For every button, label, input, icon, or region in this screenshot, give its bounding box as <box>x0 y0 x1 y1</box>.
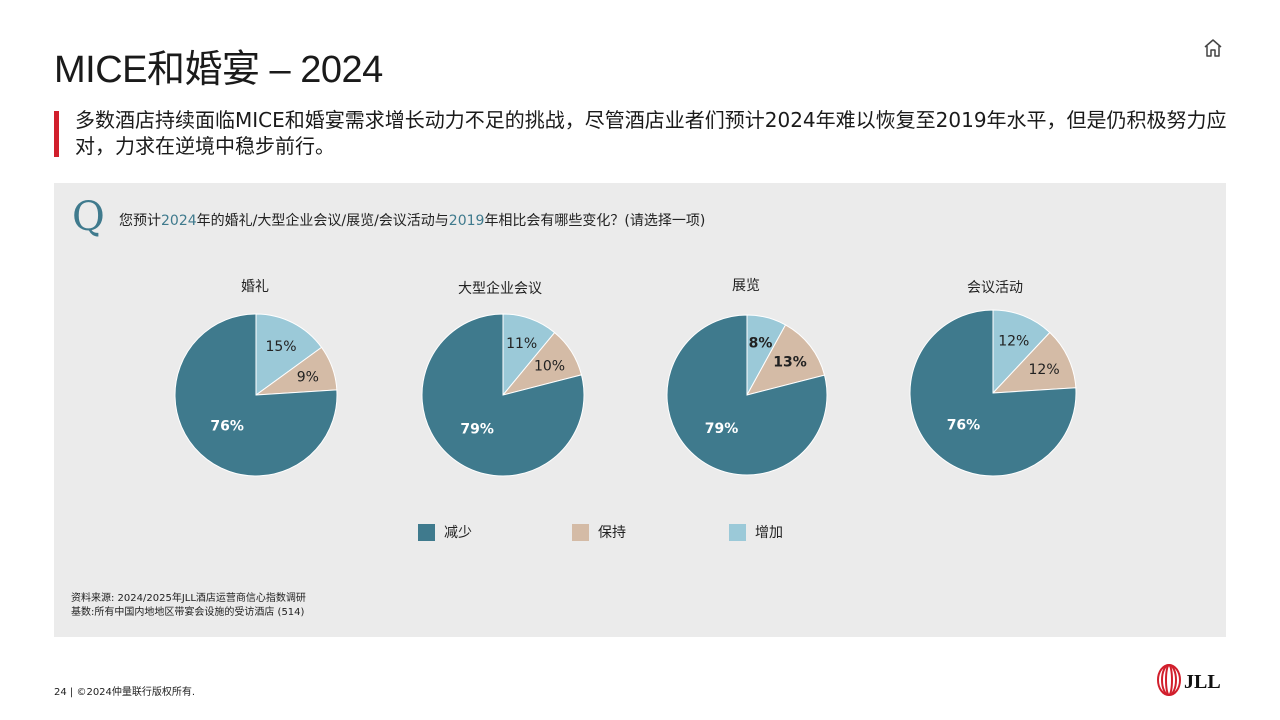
pie-value-label: 76% <box>947 417 981 433</box>
pie-value-label: 10% <box>534 358 565 374</box>
source-note: 资料来源: 2024/2025年JLL酒店运营商信心指数调研 基数:所有中国内地… <box>71 592 306 620</box>
pie-value-label: 15% <box>265 339 296 355</box>
pie-slice-减少 <box>909 309 1077 477</box>
legend-label: 减少 <box>444 525 472 541</box>
logo-text: JLL <box>1184 671 1221 693</box>
pie-value-label: 79% <box>705 421 739 437</box>
pie-value-label: 76% <box>210 419 244 435</box>
footer-copyright: 24 | ©2024仲量联行版权所有. <box>54 687 196 698</box>
pie-slice-减少 <box>421 313 585 477</box>
question-year-highlight: 2024 <box>161 213 197 229</box>
pie-value-label: 12% <box>1029 362 1060 378</box>
pie-title-meeting: 会议活动 <box>967 280 1023 296</box>
pie-title-exhibition: 展览 <box>732 278 760 294</box>
pie-slice-增加 <box>255 313 323 396</box>
pie-slice-减少 <box>666 314 828 476</box>
legend-swatch <box>418 523 435 541</box>
legend-label: 增加 <box>755 525 783 541</box>
pie-slice-保持 <box>746 324 826 396</box>
source-line: 资料来源: 2024/2025年JLL酒店运营商信心指数调研 <box>71 593 306 604</box>
legend-swatch <box>572 523 589 541</box>
pie-value-label: 79% <box>460 421 494 437</box>
legend-swatch <box>729 523 746 541</box>
jll-logo: JLL <box>1157 664 1221 696</box>
subtitle: 多数酒店持续面临MICE和婚宴需求增长动力不足的挑战，尽管酒店业者们预计2024… <box>75 108 1227 158</box>
pie-value-label: 11% <box>506 336 537 352</box>
question-text-part: 年相比会有哪些变化？(请选择一项) <box>484 213 706 229</box>
question-mark: Q <box>72 194 105 240</box>
question-text-part: 您预计 <box>119 213 161 229</box>
legend-item-maintain: 保持 <box>572 522 626 542</box>
question-text: 您预计2024年的婚礼/大型企业会议/展览/会议活动与2019年相比会有哪些变化… <box>119 210 705 230</box>
pie-slice-保持 <box>991 331 1077 394</box>
page-title: MICE和婚宴 – 2024 <box>54 49 383 91</box>
legend-item-decrease: 减少 <box>418 522 472 542</box>
legend-label: 保持 <box>598 525 626 541</box>
subtitle-accent-bar <box>54 111 59 157</box>
pie-title-corporate: 大型企业会议 <box>458 281 542 297</box>
pie-slice-增加 <box>992 309 1051 395</box>
pie-title-wedding: 婚礼 <box>241 279 269 295</box>
question-text-part: 年的婚礼/大型企业会议/展览/会议活动与 <box>196 213 449 229</box>
pie-slice-减少 <box>174 313 338 477</box>
legend-item-increase: 增加 <box>729 522 783 542</box>
pie-value-label: 9% <box>297 369 319 385</box>
pie-value-label: 8% <box>749 335 773 351</box>
pie-value-label: 13% <box>773 355 807 371</box>
home-icon[interactable] <box>1202 37 1224 59</box>
question-year-highlight: 2019 <box>448 213 485 229</box>
pie-value-label: 12% <box>998 334 1029 350</box>
source-line: 基数:所有中国内地地区带宴会设施的受访酒店 (514) <box>71 607 305 618</box>
